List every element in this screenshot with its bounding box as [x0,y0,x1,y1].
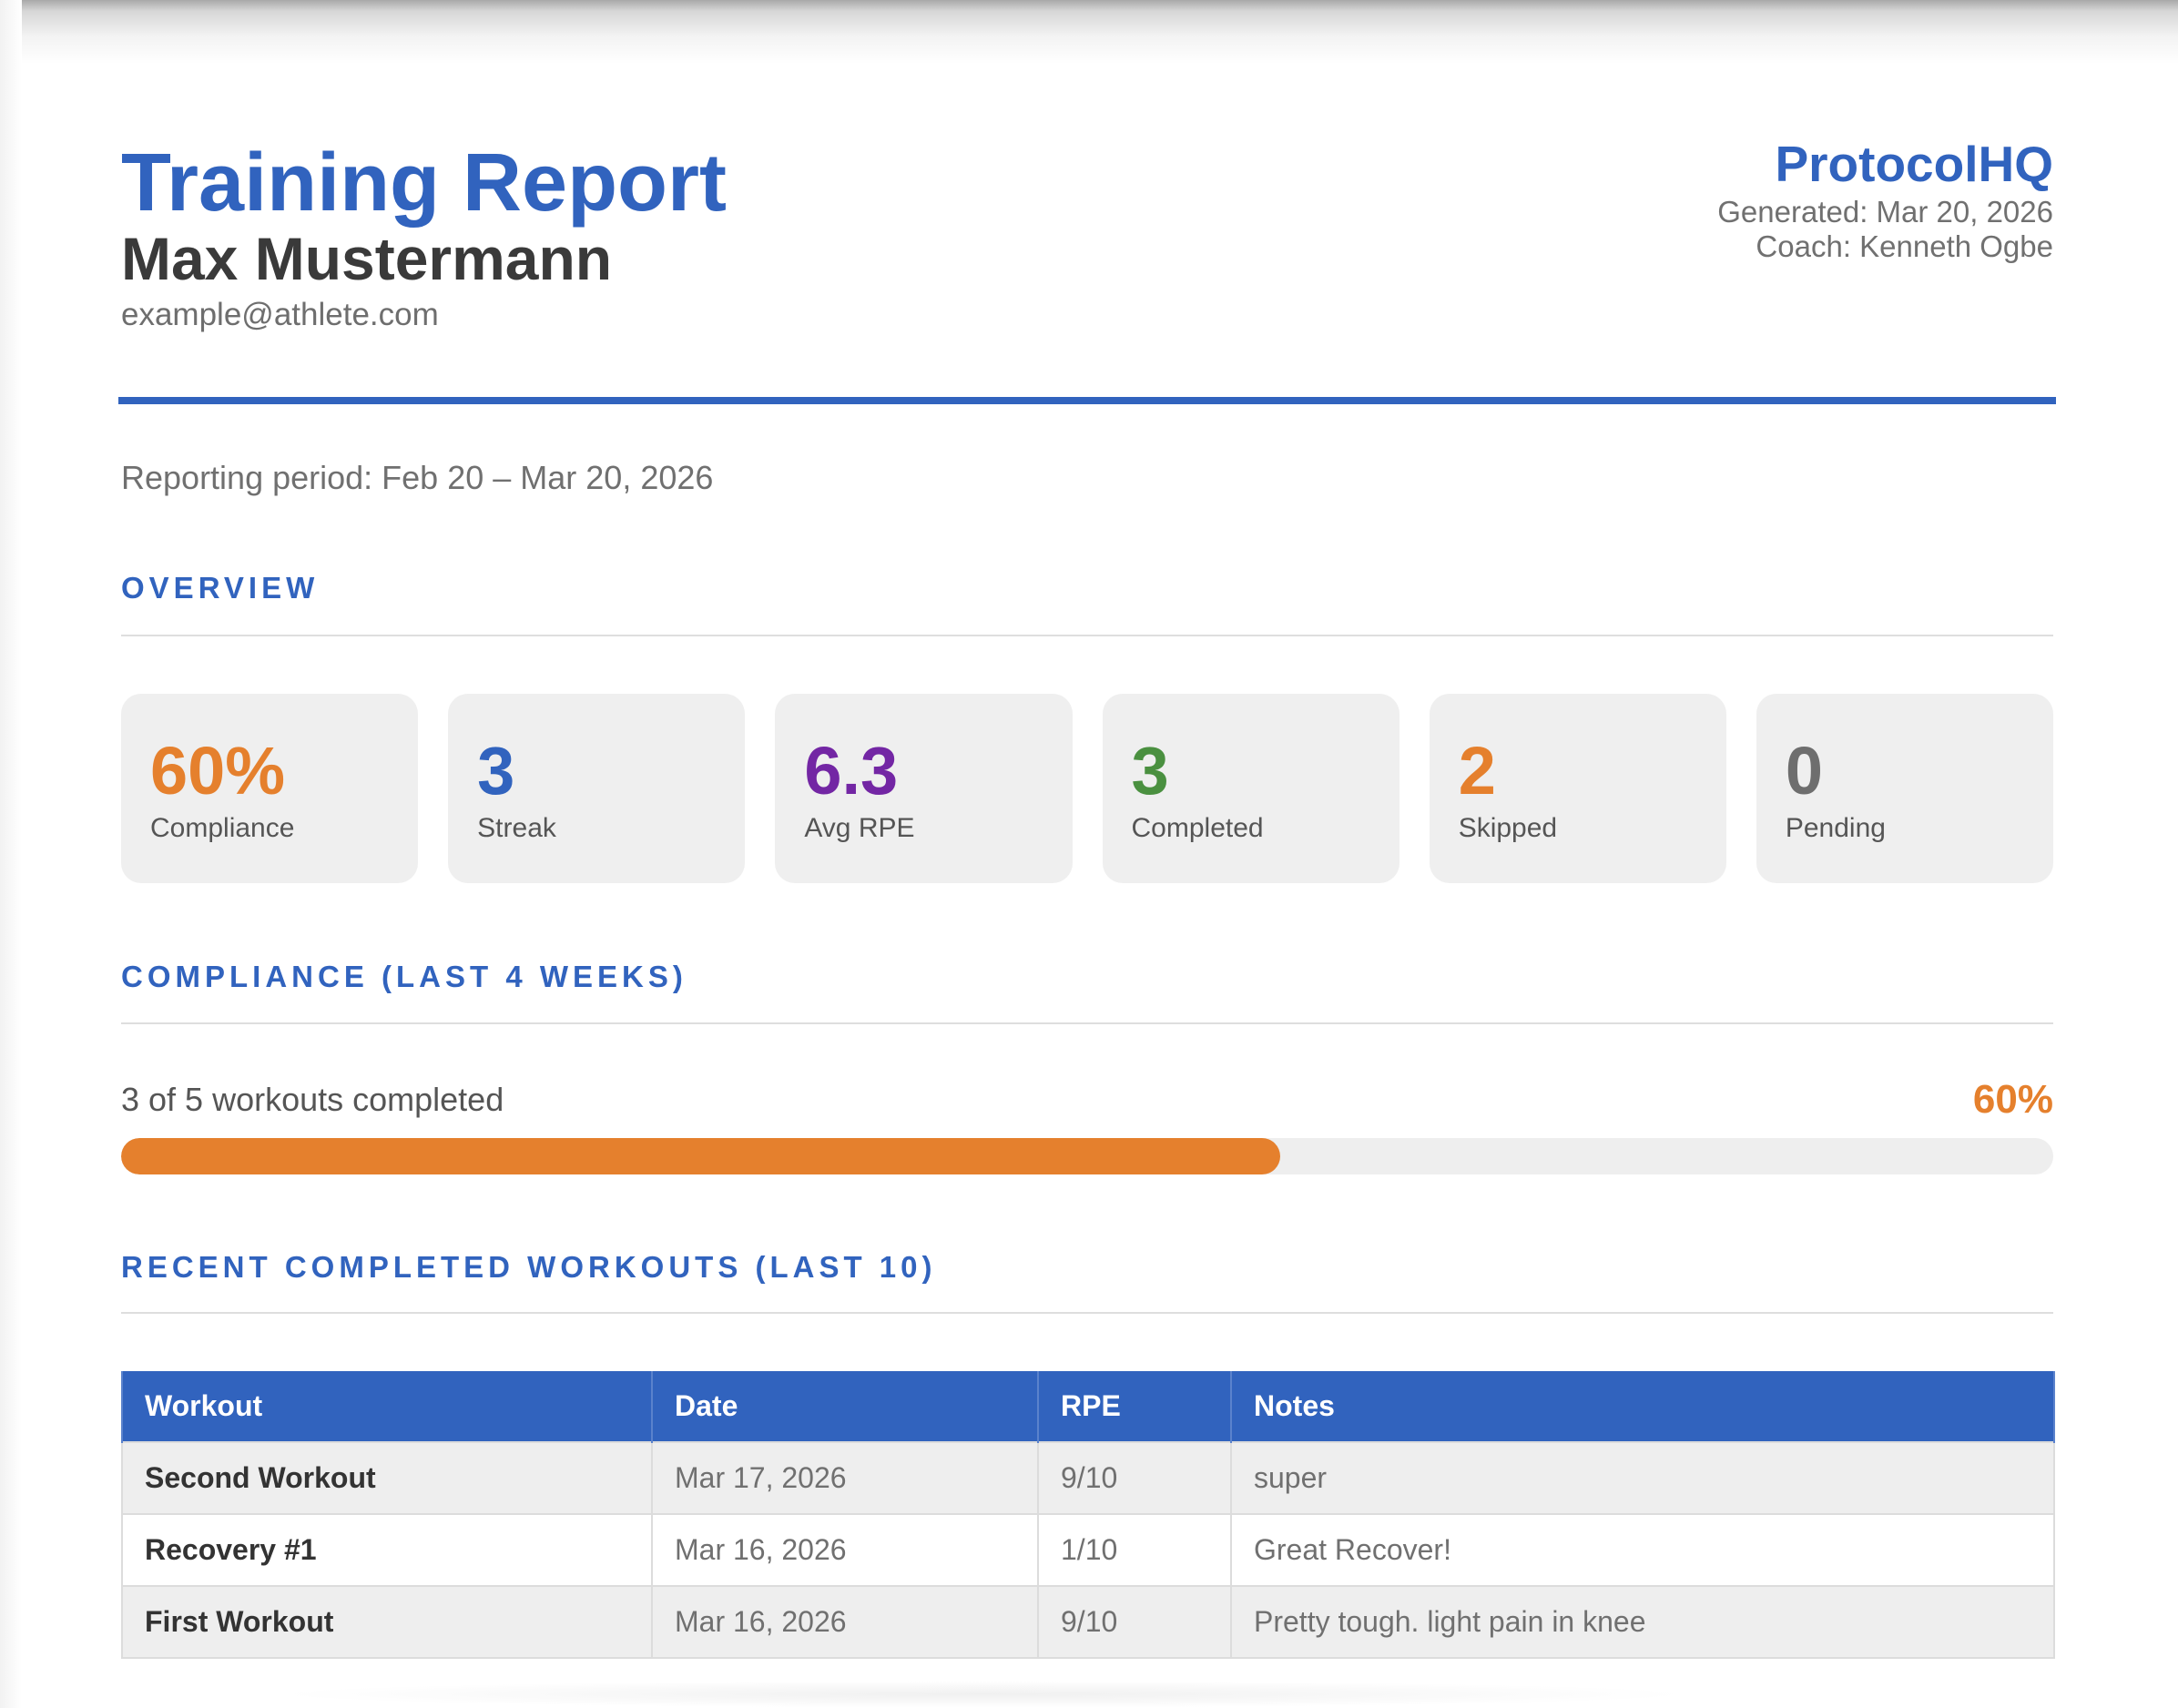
header-divider [118,397,2056,404]
workout-date: Mar 16, 2026 [651,1513,1039,1587]
workouts-table: Workout Date RPE Notes Second Workout Ma… [121,1371,2055,1659]
column-header-rpe: RPE [1037,1371,1232,1442]
page-shadow-bottom [273,1681,1694,1708]
workout-notes: Pretty tough. light pain in knee [1230,1585,2055,1659]
coach-name: Coach: Kenneth Ogbe [1756,229,2053,263]
workout-rpe: 9/10 [1037,1441,1232,1515]
stat-card-skipped: 2 Skipped [1429,694,1726,883]
report-title: Training Report [121,137,728,229]
stat-value: 0 [1785,733,1824,808]
stat-card-compliance: 60% Compliance [121,694,419,883]
column-header-notes: Notes [1230,1371,2055,1442]
workout-rpe: 9/10 [1037,1585,1232,1659]
stat-value: 2 [1458,733,1496,808]
stat-value: 3 [1131,733,1169,808]
stat-card-pending: 0 Pending [1756,694,2054,883]
stat-value: 60% [150,733,286,808]
reporting-period: Reporting period: Feb 20 – Mar 20, 2026 [121,459,714,496]
workout-name: First Workout [121,1585,653,1659]
compliance-percent: 60% [1972,1077,2053,1122]
stat-value: 3 [477,733,515,808]
report-header: Training Report Max Mustermann example@a… [121,133,727,335]
workout-date: Mar 17, 2026 [651,1441,1039,1515]
stat-card-completed: 3 Completed [1102,694,1399,883]
report-page: Training Report Max Mustermann example@a… [118,0,2056,1708]
column-header-workout: Workout [121,1371,653,1442]
athlete-email: example@athlete.com [121,297,439,332]
page-shadow-left [0,0,22,1708]
compliance-section-title: COMPLIANCE (LAST 4 WEEKS) [121,960,687,993]
stat-value: 6.3 [804,733,899,808]
brand-name: ProtocolHQ [1775,136,2053,192]
section-divider [121,635,2053,636]
compliance-progress-fill [121,1138,1281,1174]
stat-label: Streak [477,813,556,843]
stat-card-avg-rpe: 6.3 Avg RPE [775,694,1073,883]
workouts-section-title: RECENT COMPLETED WORKOUTS (LAST 10) [121,1250,937,1284]
stat-label: Completed [1131,813,1264,843]
table-header-row: Workout Date RPE Notes [121,1371,2055,1442]
generated-date: Generated: Mar 20, 2026 [1717,195,2053,229]
stat-card-streak: 3 Streak [448,694,746,883]
stat-label: Skipped [1458,813,1558,843]
report-meta: ProtocolHQ Generated: Mar 20, 2026 Coach… [1717,133,2053,264]
section-divider [121,1312,2053,1314]
athlete-name: Max Mustermann [121,225,613,292]
workout-rpe: 1/10 [1037,1513,1232,1587]
page-shadow [0,0,2178,64]
workout-notes: super [1230,1441,2055,1515]
table-row: First Workout Mar 16, 2026 9/10 Pretty t… [121,1585,2055,1659]
workout-name: Second Workout [121,1441,653,1515]
stat-label: Compliance [150,813,295,843]
workout-notes: Great Recover! [1230,1513,2055,1587]
compliance-progress-bar [121,1138,2053,1174]
stats-row: 60% Compliance 3 Streak 6.3 Avg RPE 3 Co… [121,694,2054,883]
column-header-date: Date [651,1371,1039,1442]
table-row: Recovery #1 Mar 16, 2026 1/10 Great Reco… [121,1513,2055,1587]
overview-section-title: OVERVIEW [121,571,320,605]
table-row: Second Workout Mar 17, 2026 9/10 super [121,1441,2055,1515]
compliance-summary: 3 of 5 workouts completed [121,1081,504,1118]
workout-date: Mar 16, 2026 [651,1585,1039,1659]
section-divider [121,1022,2053,1024]
stat-label: Avg RPE [804,813,915,843]
stat-label: Pending [1785,813,1886,843]
workout-name: Recovery #1 [121,1513,653,1587]
